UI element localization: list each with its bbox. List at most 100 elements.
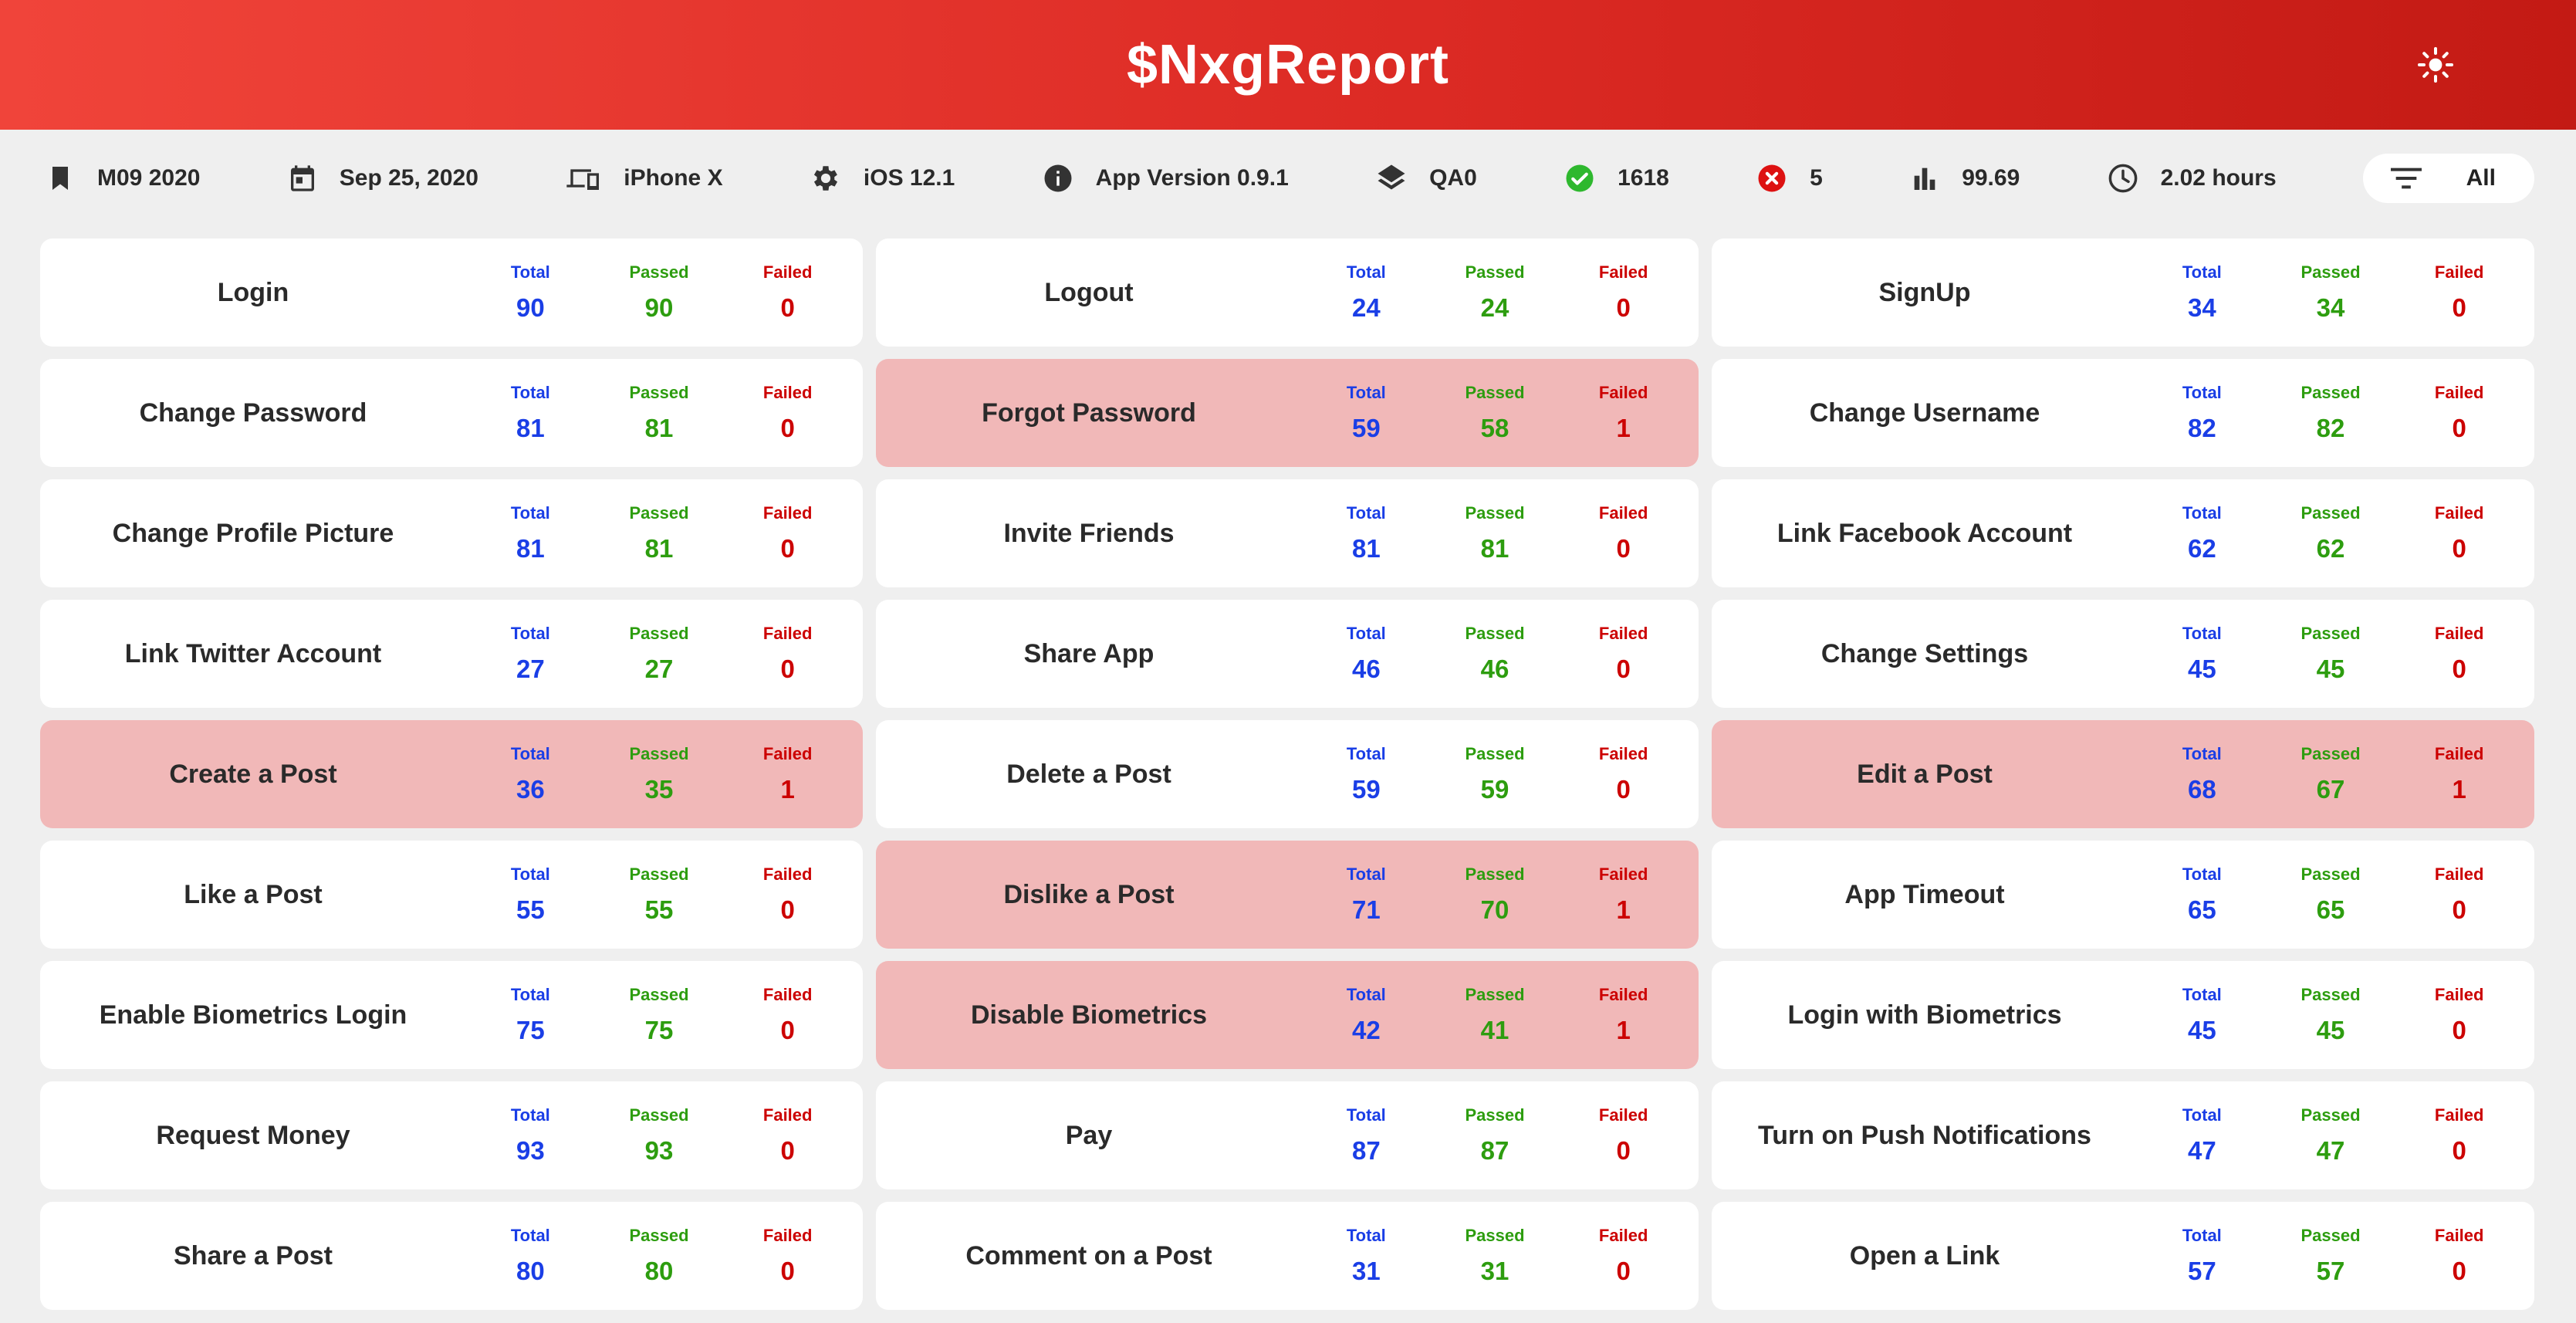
failed-label: Failed bbox=[2434, 744, 2484, 763]
failed-value: 0 bbox=[780, 895, 795, 924]
gear-icon bbox=[813, 166, 837, 191]
feature-stats: Total 93 Passed 93 Failed 0 bbox=[466, 1105, 852, 1166]
sun-icon bbox=[2418, 47, 2453, 83]
total-label: Total bbox=[1346, 1226, 1386, 1245]
feature-name: Link Twitter Account bbox=[124, 638, 382, 668]
feature-name: Forgot Password bbox=[982, 398, 1196, 428]
feature-name: SignUp bbox=[1878, 277, 1971, 307]
feature-card[interactable]: Open a Link Total 57 Passed 57 Failed 0 bbox=[1712, 1202, 2534, 1310]
total-value: 36 bbox=[516, 775, 545, 804]
passed-count: 1618 bbox=[1618, 165, 1669, 191]
feature-card[interactable]: Login Total 90 Passed 90 Failed 0 bbox=[40, 239, 863, 347]
failed-label: Failed bbox=[762, 262, 813, 282]
passed-stat: Passed 35 bbox=[595, 744, 724, 804]
feature-card[interactable]: Create a Post Total 36 Passed 35 Failed 1 bbox=[40, 720, 863, 828]
passed-value: 80 bbox=[644, 1257, 674, 1285]
theme-toggle-button[interactable] bbox=[2411, 40, 2460, 90]
feature-name: Dislike a Post bbox=[1003, 879, 1175, 909]
passed-info: 1618 bbox=[1564, 162, 1669, 195]
feature-card[interactable]: Comment on a Post Total 31 Passed 31 Failed 0 bbox=[876, 1202, 1699, 1310]
feature-card[interactable]: Dislike a Post Total 71 Passed 70 Failed 1 bbox=[876, 841, 1699, 949]
info-bar: M09 2020 Sep 25, 2020 iPhone X iOS 12.1 … bbox=[0, 130, 2576, 227]
failed-label: Failed bbox=[762, 624, 813, 643]
feature-stats: Total 31 Passed 31 Failed 0 bbox=[1302, 1226, 1688, 1286]
passed-label: Passed bbox=[1465, 503, 1525, 523]
feature-stats: Total 36 Passed 35 Failed 1 bbox=[466, 744, 852, 804]
total-label: Total bbox=[1346, 503, 1386, 523]
failed-label: Failed bbox=[1598, 744, 1648, 763]
total-label: Total bbox=[2182, 865, 2222, 884]
release-label: M09 2020 bbox=[97, 165, 201, 191]
feature-card[interactable]: SignUp Total 34 Passed 34 Failed 0 bbox=[1712, 239, 2534, 347]
passed-label: Passed bbox=[2300, 262, 2361, 282]
feature-name: Invite Friends bbox=[1003, 518, 1175, 548]
feature-card[interactable]: Change Profile Picture Total 81 Passed 81 Fai… bbox=[40, 479, 863, 587]
failed-stat: Failed 0 bbox=[2395, 985, 2524, 1045]
passed-stat: Passed 59 bbox=[1431, 744, 1560, 804]
feature-card[interactable]: Change Settings Total 45 Passed 45 Failed 0 bbox=[1712, 600, 2534, 708]
feature-stats: Total 65 Passed 65 Failed 0 bbox=[2138, 865, 2524, 925]
feature-stats: Total 55 Passed 55 Failed 0 bbox=[466, 865, 852, 925]
feature-name: Turn on Push Notifications bbox=[1758, 1120, 2091, 1150]
feature-stats: Total 81 Passed 81 Failed 0 bbox=[466, 383, 852, 443]
duration-info: 2.02 hours bbox=[2107, 162, 2277, 195]
feature-card[interactable]: Enable Biometrics Login Total 75 Passed 75 Fa… bbox=[40, 961, 863, 1069]
passed-stat: Passed 75 bbox=[595, 985, 724, 1045]
feature-card[interactable]: Share App Total 46 Passed 46 Failed 0 bbox=[876, 600, 1699, 708]
feature-name: Change Settings bbox=[1820, 638, 2029, 668]
passed-label: Passed bbox=[1465, 1105, 1525, 1125]
failed-label: Failed bbox=[762, 1226, 813, 1245]
app-version-label: App Version 0.9.1 bbox=[1095, 165, 1289, 191]
failed-label: Failed bbox=[1598, 383, 1648, 402]
failed-label: Failed bbox=[2434, 624, 2484, 643]
feature-card[interactable]: Change Password Total 81 Passed 81 Failed 0 bbox=[40, 359, 863, 467]
total-value: 59 bbox=[1351, 414, 1381, 442]
failed-label: Failed bbox=[2434, 383, 2484, 402]
feature-card[interactable]: Pay Total 87 Passed 87 Failed 0 bbox=[876, 1081, 1699, 1189]
feature-name: Login with Biometrics bbox=[1787, 1000, 2062, 1030]
passed-value: 81 bbox=[1480, 534, 1509, 563]
filter-button[interactable]: All bbox=[2362, 154, 2534, 203]
failed-value: 0 bbox=[780, 1136, 795, 1165]
total-label: Total bbox=[510, 744, 550, 763]
pass-rate-value: 99.69 bbox=[1962, 165, 2020, 191]
feature-card[interactable]: Logout Total 24 Passed 24 Failed 0 bbox=[876, 239, 1699, 347]
failed-value: 0 bbox=[2452, 1257, 2466, 1285]
feature-card[interactable]: Edit a Post Total 68 Passed 67 Failed 1 bbox=[1712, 720, 2534, 828]
failed-stat: Failed 0 bbox=[723, 1105, 852, 1166]
feature-card[interactable]: Disable Biometrics Total 42 Passed 41 Failed 1 bbox=[876, 961, 1699, 1069]
failed-value: 0 bbox=[1616, 1136, 1631, 1165]
feature-card[interactable]: Forgot Password Total 59 Passed 58 Failed 1 bbox=[876, 359, 1699, 467]
feature-card[interactable]: Delete a Post Total 59 Passed 59 Failed 0 bbox=[876, 720, 1699, 828]
passed-value: 41 bbox=[1480, 1016, 1509, 1044]
failed-label: Failed bbox=[2434, 865, 2484, 884]
feature-stats: Total 57 Passed 57 Failed 0 bbox=[2138, 1226, 2524, 1286]
feature-card[interactable]: Like a Post Total 55 Passed 55 Failed 0 bbox=[40, 841, 863, 949]
passed-label: Passed bbox=[1465, 624, 1525, 643]
feature-card[interactable]: Change Username Total 82 Passed 82 Failed 0 bbox=[1712, 359, 2534, 467]
feature-name: Request Money bbox=[156, 1120, 350, 1150]
feature-card[interactable]: Turn on Push Notifications Total 47 Passed 4… bbox=[1712, 1081, 2534, 1189]
total-stat: Total 62 bbox=[2138, 503, 2267, 563]
total-label: Total bbox=[1346, 865, 1386, 884]
failed-label: Failed bbox=[762, 744, 813, 763]
feature-card[interactable]: Invite Friends Total 81 Passed 81 Failed 0 bbox=[876, 479, 1699, 587]
passed-stat: Passed 27 bbox=[595, 624, 724, 684]
passed-label: Passed bbox=[1465, 262, 1525, 282]
layers-icon bbox=[1378, 164, 1405, 190]
feature-card[interactable]: Link Facebook Account Total 62 Passed 62 Fail… bbox=[1712, 479, 2534, 587]
failed-label: Failed bbox=[1598, 262, 1648, 282]
passed-label: Passed bbox=[629, 985, 689, 1004]
total-label: Total bbox=[1346, 383, 1386, 402]
total-value: 34 bbox=[2187, 293, 2216, 322]
feature-card[interactable]: App Timeout Total 65 Passed 65 Failed 0 bbox=[1712, 841, 2534, 949]
total-value: 55 bbox=[516, 895, 545, 924]
failed-stat: Failed 0 bbox=[2395, 503, 2524, 563]
feature-card[interactable]: Share a Post Total 80 Passed 80 Failed 0 bbox=[40, 1202, 863, 1310]
feature-card[interactable]: Link Twitter Account Total 27 Passed 27 Faile… bbox=[40, 600, 863, 708]
passed-stat: Passed 81 bbox=[1431, 503, 1560, 563]
feature-card[interactable]: Login with Biometrics Total 45 Passed 45 Fail… bbox=[1712, 961, 2534, 1069]
feature-card[interactable]: Request Money Total 93 Passed 93 Failed 0 bbox=[40, 1081, 863, 1189]
failed-label: Failed bbox=[1598, 1105, 1648, 1125]
release-info: M09 2020 bbox=[45, 163, 200, 194]
